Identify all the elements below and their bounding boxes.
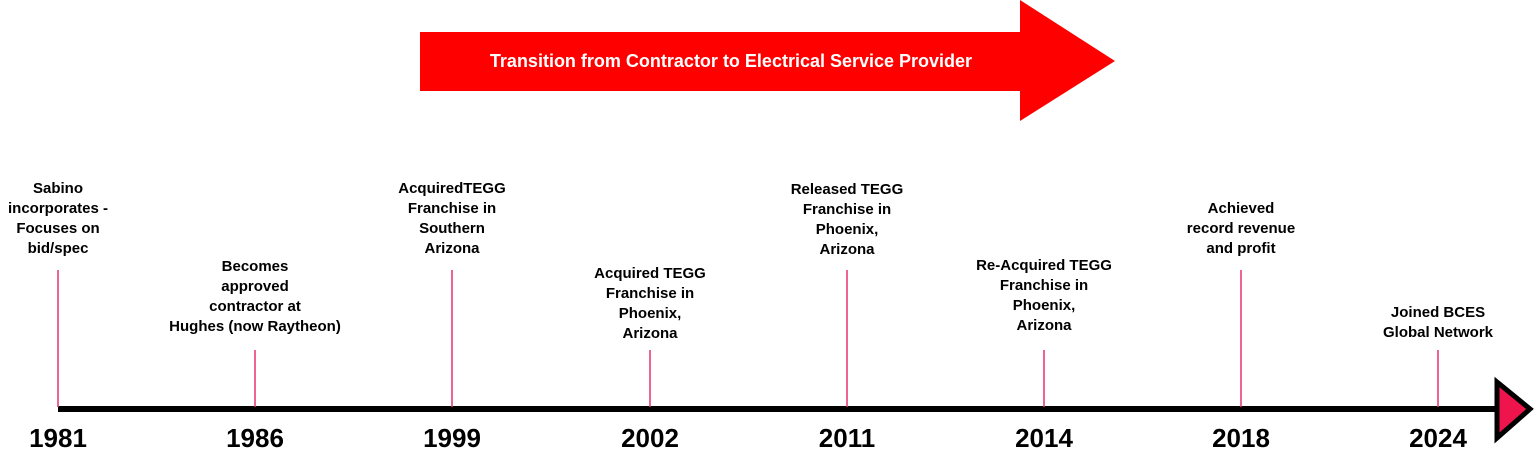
event-description: Arizona [1016, 317, 1072, 334]
event-year: 1981 [29, 423, 87, 453]
event-description: incorporates - [8, 200, 108, 217]
event-description: Acquired TEGG [594, 265, 706, 282]
event-description: Franchise in [1000, 277, 1088, 294]
event-description: Achieved [1208, 200, 1275, 217]
event-description: Sabino [33, 180, 83, 197]
event-year: 2014 [1015, 423, 1073, 453]
event-description: Franchise in [606, 285, 694, 302]
event-description: Re-Acquired TEGG [976, 257, 1112, 274]
event-description: and profit [1206, 240, 1275, 257]
event-description: Phoenix, [619, 305, 682, 322]
event-description: contractor at [209, 298, 301, 315]
event-description: Franchise in [803, 201, 891, 218]
event-description: Phoenix, [1013, 297, 1076, 314]
events: Sabino incorporates - Focuses on bid/spec 19… [8, 180, 1494, 453]
event-year: 2018 [1212, 423, 1270, 453]
event-year: 1999 [423, 423, 481, 453]
banner: Transition from Contractor to Electrical… [420, 0, 1115, 121]
event-year: 2011 [819, 423, 875, 453]
event-description: Focuses on [16, 220, 99, 237]
event-description: Arizona [622, 325, 678, 342]
banner-arrow [420, 0, 1115, 121]
event-description: AcquiredTEGG [398, 180, 506, 197]
event-description: Joined BCES [1391, 304, 1485, 321]
event-description: Franchise in [408, 200, 496, 217]
event-description: Southern [419, 220, 485, 237]
event-description: Global Network [1383, 324, 1494, 341]
event-description: Released TEGG [791, 181, 904, 198]
event-description: Hughes (now Raytheon) [169, 318, 341, 335]
event-description: Arizona [819, 241, 875, 258]
event-description: Arizona [424, 240, 480, 257]
event-year: 2002 [621, 423, 679, 453]
event-description: record revenue [1187, 220, 1295, 237]
event-year: 2024 [1409, 423, 1467, 453]
event-description: Becomes [222, 258, 289, 275]
event-year: 1986 [226, 423, 284, 453]
event-description: bid/spec [28, 240, 89, 257]
event-description: approved [221, 278, 289, 295]
banner-text: Transition from Contractor to Electrical… [490, 51, 972, 71]
axis-arrowhead [1494, 376, 1534, 444]
event-description: Phoenix, [816, 221, 879, 238]
